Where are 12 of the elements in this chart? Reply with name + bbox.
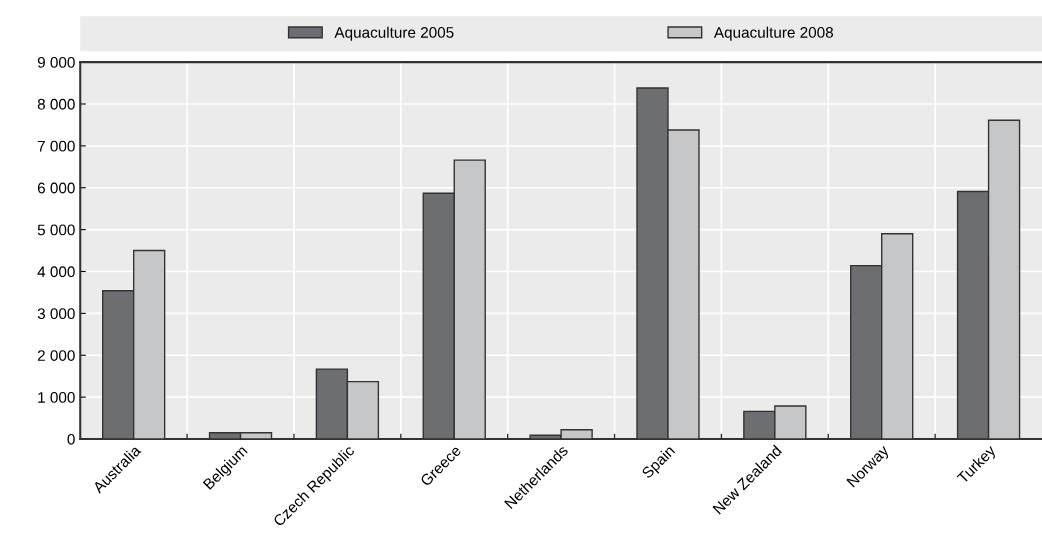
- legend-label: Aquaculture 2005: [334, 26, 454, 41]
- y-tick-label: 1 000: [38, 392, 75, 403]
- y-tick-label: 7 000: [37, 140, 75, 152]
- y-tick-label: 9 000: [37, 56, 75, 68]
- y-tick-label: 3 000: [37, 308, 75, 320]
- y-tick-label: 8 000: [37, 98, 75, 110]
- y-tick-label: 2 000: [37, 350, 75, 361]
- y-tick-label: 5 000: [37, 224, 75, 236]
- y-tick-label: 6 000: [37, 182, 75, 194]
- y-tick-label: 4 000: [37, 266, 75, 278]
- y-tick-label: 0: [67, 433, 75, 445]
- legend-label: Aquaculture 2008: [713, 26, 833, 41]
